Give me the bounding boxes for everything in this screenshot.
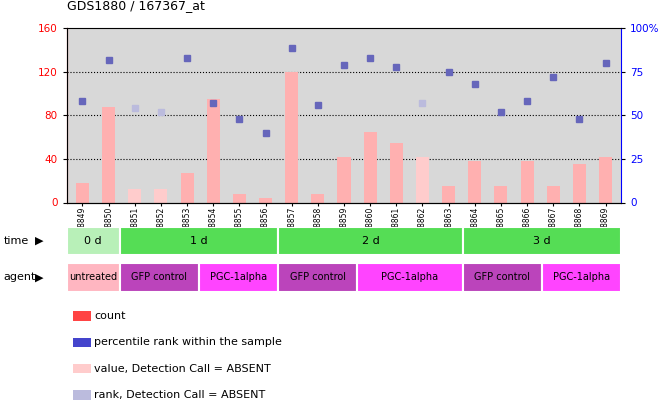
- Bar: [520, 161, 534, 202]
- Text: GFP control: GFP control: [290, 273, 345, 282]
- Bar: [67, 227, 120, 255]
- Bar: [494, 186, 508, 202]
- Bar: [67, 263, 120, 292]
- Text: GDS1880 / 167367_at: GDS1880 / 167367_at: [67, 0, 204, 12]
- Bar: [120, 263, 199, 292]
- Text: PGC-1alpha: PGC-1alpha: [210, 273, 267, 282]
- Bar: [468, 161, 482, 202]
- Bar: [337, 157, 351, 202]
- Bar: [73, 311, 91, 321]
- Text: value, Detection Call = ABSENT: value, Detection Call = ABSENT: [94, 364, 271, 374]
- Bar: [233, 194, 246, 202]
- Bar: [102, 107, 115, 202]
- Bar: [73, 338, 91, 347]
- Text: ▶: ▶: [35, 273, 43, 282]
- Text: PGC-1alpha: PGC-1alpha: [381, 273, 439, 282]
- Bar: [120, 227, 278, 255]
- Bar: [363, 132, 377, 202]
- Bar: [573, 164, 586, 202]
- Bar: [390, 143, 403, 202]
- Bar: [154, 190, 168, 202]
- Bar: [206, 99, 220, 202]
- Bar: [442, 186, 455, 202]
- Text: 3 d: 3 d: [533, 236, 551, 246]
- Bar: [180, 173, 194, 202]
- Bar: [278, 263, 357, 292]
- Text: untreated: untreated: [69, 273, 118, 282]
- Text: count: count: [94, 311, 126, 321]
- Bar: [278, 227, 463, 255]
- Bar: [599, 157, 612, 202]
- Text: percentile rank within the sample: percentile rank within the sample: [94, 337, 283, 347]
- Bar: [357, 263, 463, 292]
- Bar: [285, 72, 298, 202]
- Text: 1 d: 1 d: [190, 236, 208, 246]
- Bar: [128, 190, 142, 202]
- Text: GFP control: GFP control: [131, 273, 187, 282]
- Text: GFP control: GFP control: [474, 273, 530, 282]
- Text: rank, Detection Call = ABSENT: rank, Detection Call = ABSENT: [94, 390, 266, 400]
- Text: PGC-1alpha: PGC-1alpha: [553, 273, 610, 282]
- Bar: [199, 263, 278, 292]
- Text: ▶: ▶: [35, 236, 43, 246]
- Text: 2 d: 2 d: [361, 236, 379, 246]
- Bar: [416, 157, 429, 202]
- Bar: [73, 390, 91, 400]
- Bar: [463, 227, 621, 255]
- Bar: [463, 263, 542, 292]
- Bar: [311, 194, 325, 202]
- Bar: [259, 198, 272, 202]
- Bar: [73, 364, 91, 373]
- Bar: [546, 186, 560, 202]
- Text: 0 d: 0 d: [84, 236, 102, 246]
- Text: time: time: [3, 236, 29, 246]
- Text: agent: agent: [3, 273, 35, 282]
- Bar: [542, 263, 621, 292]
- Bar: [76, 183, 89, 202]
